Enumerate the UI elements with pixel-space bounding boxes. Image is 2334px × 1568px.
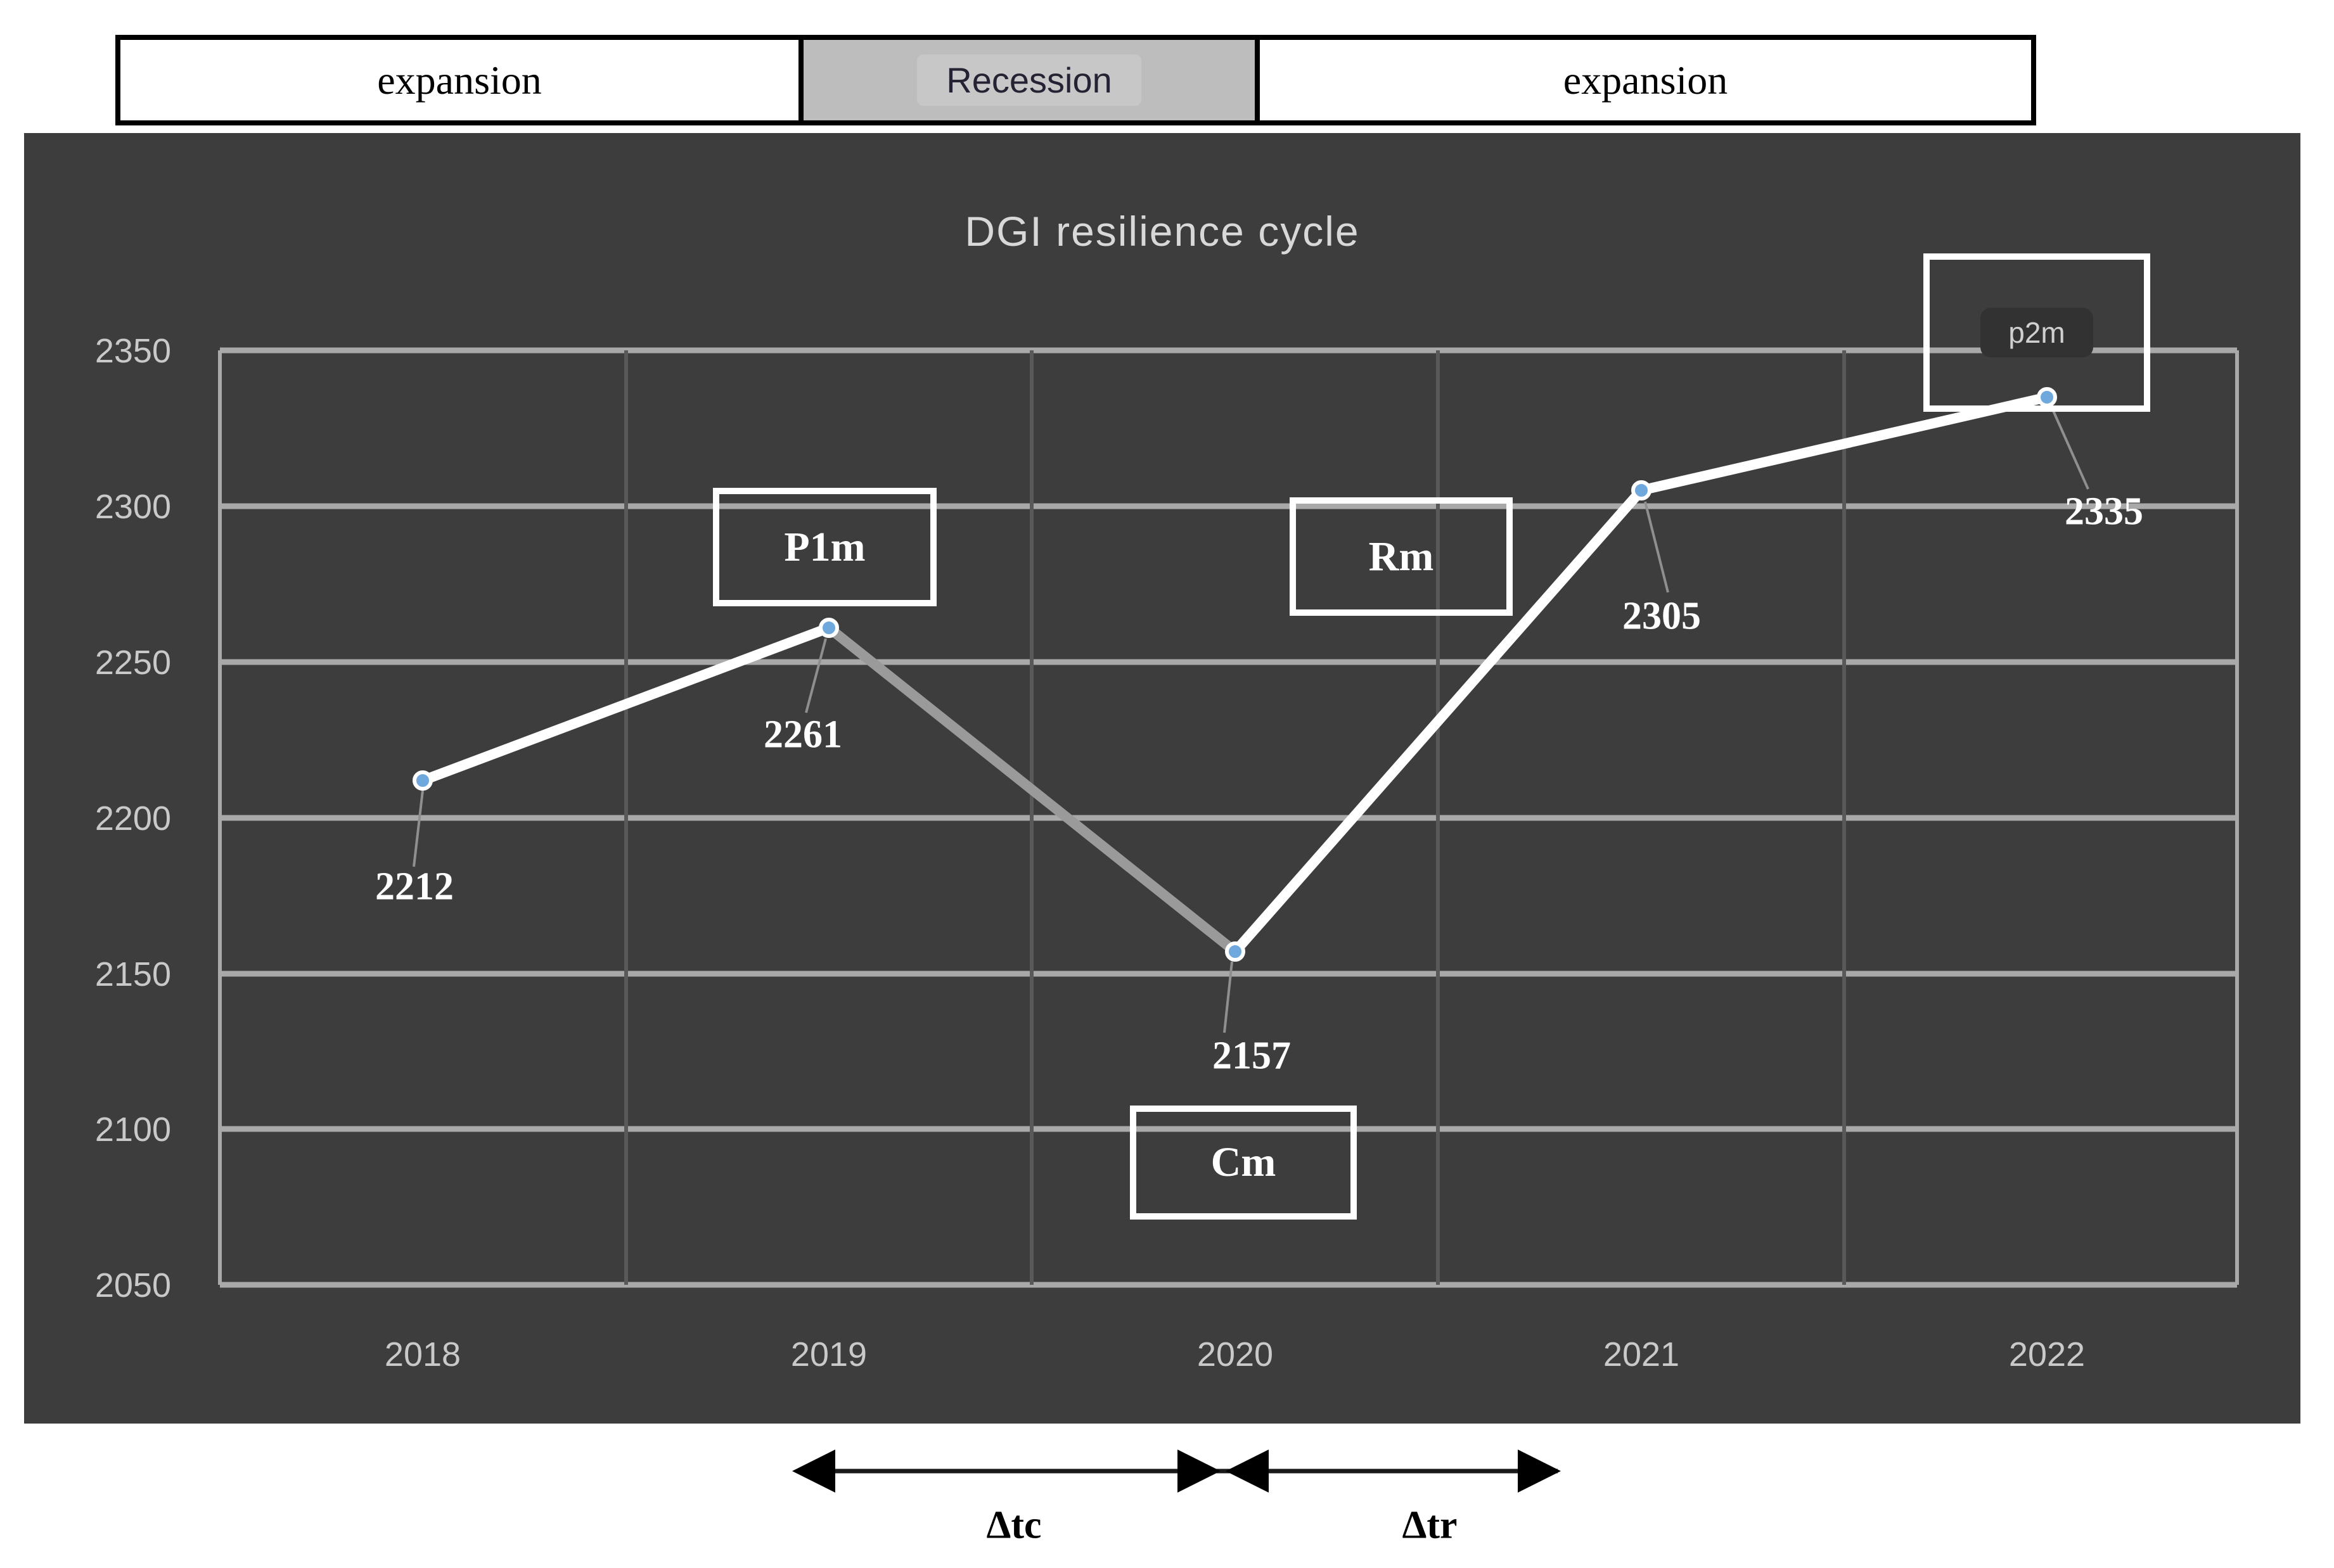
marker-2021 [1631,480,1651,500]
x-tick-2022: 2022 [2008,1335,2086,1374]
phase-label-expansion-1: expansion [377,57,542,103]
point-label-2305: 2305 [1622,594,1701,638]
point-label-2157: 2157 [1212,1034,1291,1078]
arrowhead-right [1518,1450,1561,1493]
annotation-label-cm: Cm [1210,1139,1276,1185]
vertical-gridlines [624,350,1846,1285]
y-tick-2150: 2150 [94,955,171,993]
x-tick-2019: 2019 [790,1335,868,1374]
y-tick-2050: 2050 [94,1266,171,1304]
interval-arrows [792,1450,1561,1493]
annotation-box-p2m: p2m [1923,253,2150,412]
x-tick-2018: 2018 [384,1335,461,1374]
marker-2019 [819,618,839,638]
marker-2020 [1225,941,1245,962]
chart-title: DGI resilience cycle [965,208,1360,255]
interval-label-delta-tr: Δtr [1402,1503,1458,1547]
segment-expansion-1 [418,623,834,786]
point-label-2212: 2212 [375,865,454,908]
horizontal-gridlines [220,347,2237,1288]
annotation-box-p1m: P1m [713,488,937,606]
annotation-box-rm: Rm [1290,497,1513,616]
series-line [418,392,2052,957]
annotation-label-rm: Rm [1368,533,1434,580]
point-label-2261: 2261 [764,713,842,756]
interval-label-delta-tc: Δtc [986,1503,1042,1547]
x-tick-2020: 2020 [1196,1335,1274,1374]
y-tick-2350: 2350 [94,332,171,370]
segment-recession [824,623,1240,957]
arrowhead-mid-left [1226,1450,1269,1493]
arrowhead-mid-right [1177,1450,1221,1493]
phase-box-recession: Recession [798,35,1260,125]
plot-borders [218,350,2239,1285]
phase-label-expansion-2: expansion [1563,57,1728,103]
annotation-label-p2m: p2m [1980,308,2093,357]
data-point-markers [413,387,2057,962]
phase-label-recession: Recession [917,54,1141,106]
marker-2018 [413,770,433,791]
y-tick-2300: 2300 [94,488,171,526]
x-tick-2021: 2021 [1603,1335,1680,1374]
y-tick-2200: 2200 [94,800,171,838]
arrowhead-left [792,1450,835,1493]
phase-box-expansion-2: expansion [1255,35,2036,125]
annotation-box-cm: Cm [1130,1106,1357,1220]
y-tick-2100: 2100 [94,1111,171,1149]
point-label-2335: 2335 [2065,490,2143,533]
leader-lines [413,407,2089,1033]
phase-box-expansion-1: expansion [115,35,804,125]
y-tick-2250: 2250 [94,644,171,682]
annotation-label-p1m: P1m [784,523,866,570]
